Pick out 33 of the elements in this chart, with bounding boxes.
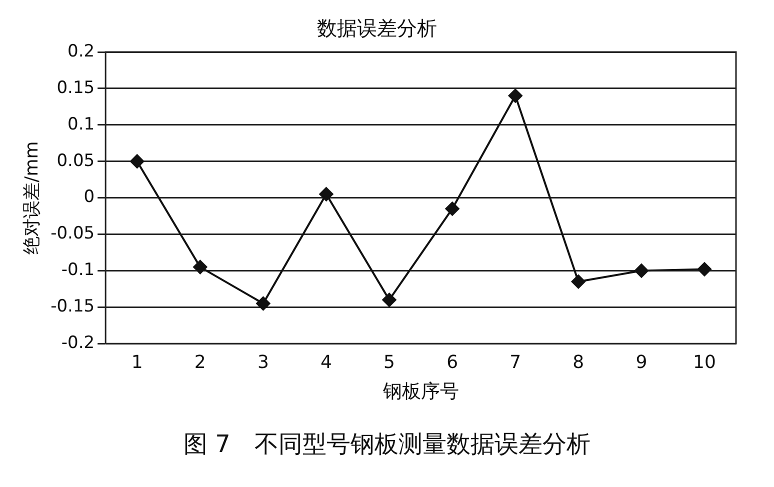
point <box>319 187 334 202</box>
y-tick-label: 0.05 <box>56 150 95 171</box>
y-tick-label: 0 <box>84 187 95 208</box>
chart-title: 数据误差分析 <box>317 16 437 40</box>
y-tick-label: -0.1 <box>61 260 95 280</box>
x-tick-label: 5 <box>384 352 395 374</box>
point <box>634 264 648 278</box>
x-tick-label: 8 <box>572 352 584 374</box>
y-tick-label: 0.15 <box>56 78 95 98</box>
x-tick-label: 9 <box>636 352 648 374</box>
x-tick-label: 6 <box>446 352 458 374</box>
y-tick-label: 0.1 <box>68 114 95 134</box>
x-tick-label: 2 <box>194 352 206 374</box>
y-tick-label: 0.2 <box>68 41 95 62</box>
x-tick-label: 3 <box>257 352 269 374</box>
caption: 图 7 不同型号钢板测量数据误差分析 <box>182 429 592 460</box>
x-tick-label: 7 <box>510 352 522 374</box>
x-tick-label: 10 <box>693 352 716 374</box>
point <box>382 292 396 307</box>
y-tick-label: -0.15 <box>50 296 95 317</box>
x-tick-label: 4 <box>320 352 332 374</box>
point <box>130 154 144 168</box>
point <box>445 202 460 216</box>
point <box>571 274 586 289</box>
point <box>256 296 270 311</box>
point <box>697 262 712 276</box>
y-axis-title: 绝对误差/mm <box>21 141 42 254</box>
y-tick-label: -0.05 <box>50 224 95 244</box>
x-tick-label: 1 <box>131 352 143 374</box>
y-tick-label: -0.2 <box>61 333 95 354</box>
x-axis-title: 钢板序号 <box>382 380 459 403</box>
point <box>508 88 522 103</box>
point <box>193 260 208 274</box>
